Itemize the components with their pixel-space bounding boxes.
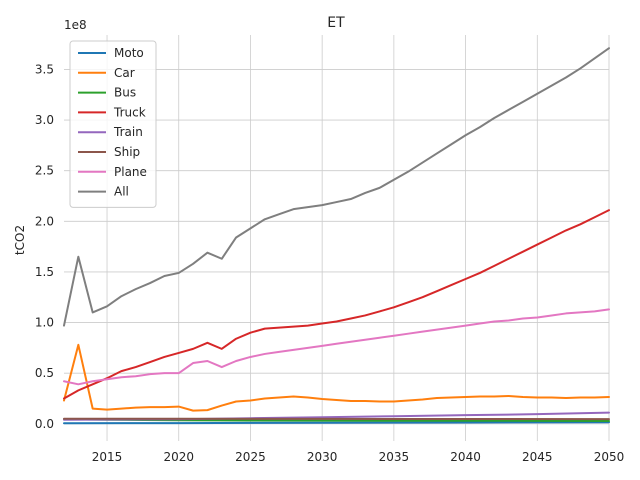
- x-tick-label: 2050: [594, 450, 625, 464]
- y-tick-label: 0.0: [35, 417, 54, 431]
- legend-entry-car: Car: [114, 66, 135, 80]
- series-line-moto: [63, 421, 610, 425]
- y-tick-label: 2.0: [35, 214, 54, 228]
- series-line-plane: [63, 308, 610, 386]
- x-tick-label: 2025: [235, 450, 266, 464]
- y-tick-label: 3.5: [35, 62, 54, 76]
- y-tick-labels: 0.0 0.5 1.0 1.5 2.0 2.5 3.0 3.5: [35, 62, 54, 430]
- y-scale-label: 1e8: [64, 18, 87, 32]
- legend-entry-moto: Moto: [114, 46, 144, 60]
- legend-entry-ship: Ship: [114, 145, 140, 159]
- series-line-all: [63, 47, 610, 327]
- x-tick-label: 2045: [522, 450, 553, 464]
- y-tick-label: 2.5: [35, 164, 54, 178]
- y-tick-label: 1.0: [35, 316, 54, 330]
- x-tick-label: 2040: [450, 450, 481, 464]
- y-axis-label: tCO2: [13, 225, 27, 255]
- series-line-car: [63, 343, 610, 412]
- series-line-truck: [63, 209, 610, 400]
- x-tick-label: 2035: [379, 450, 410, 464]
- legend-entry-plane: Plane: [114, 165, 147, 179]
- y-tick-label: 3.0: [35, 113, 54, 127]
- y-tick-label: 0.5: [35, 366, 54, 380]
- legend-box: [69, 40, 157, 208]
- legend-entry-train: Train: [113, 125, 143, 139]
- legend-entry-all: All: [114, 185, 129, 199]
- legend: Moto Car Bus Truck Train Ship Plane All: [69, 40, 157, 208]
- chart-title: ET: [327, 15, 345, 31]
- x-tick-label: 2020: [163, 450, 194, 464]
- y-tick-label: 1.5: [35, 265, 54, 279]
- x-tick-labels: 2015 2020 2025 2030 2035 2040 2045 2050: [92, 450, 625, 464]
- legend-entry-truck: Truck: [113, 105, 146, 119]
- x-tick-label: 2015: [92, 450, 123, 464]
- x-tick-label: 2030: [307, 450, 338, 464]
- series-lines: [63, 47, 610, 425]
- legend-entry-bus: Bus: [114, 86, 136, 100]
